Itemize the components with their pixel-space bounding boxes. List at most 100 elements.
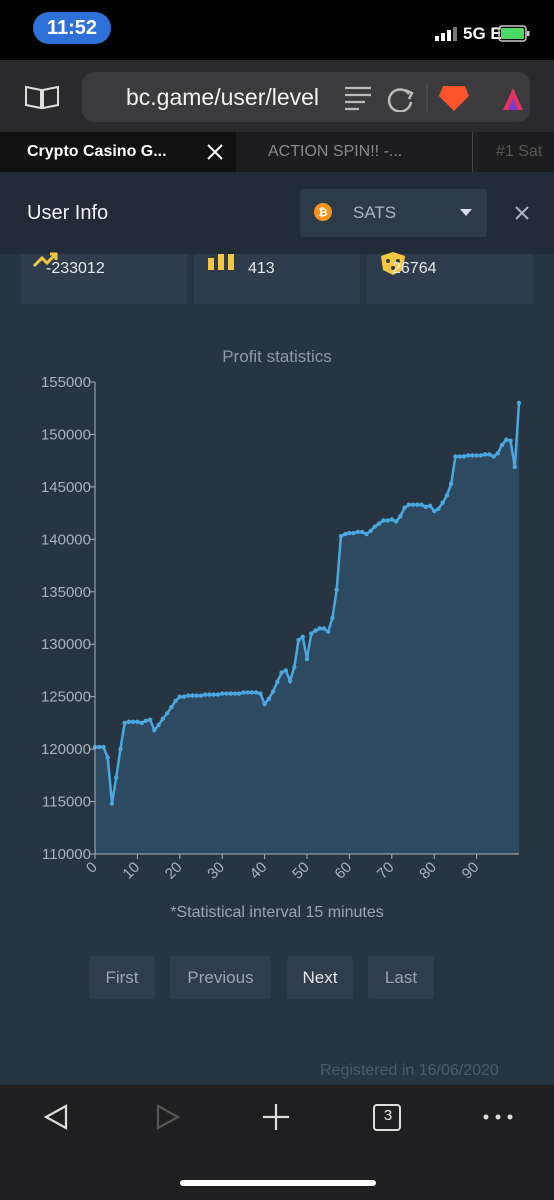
tab[interactable] <box>0 132 236 172</box>
point <box>436 506 441 512</box>
stat-icon <box>381 252 405 275</box>
point <box>147 717 153 722</box>
point <box>164 711 170 716</box>
point <box>236 691 242 696</box>
point <box>160 716 166 721</box>
point <box>126 719 132 725</box>
y-tick-label: 140000 <box>41 531 91 548</box>
y-tick-label: 155000 <box>41 374 91 391</box>
point <box>156 722 161 728</box>
tab-title[interactable]: Crypto Casino G... <box>27 143 167 160</box>
point <box>309 631 314 636</box>
point <box>508 438 513 443</box>
x-tick-label: 20 <box>162 859 186 883</box>
point <box>495 451 500 456</box>
y-tick-label: 125000 <box>41 689 91 706</box>
point <box>215 692 221 697</box>
point <box>389 517 394 522</box>
point <box>118 746 123 752</box>
close-tab-icon[interactable] <box>206 143 224 161</box>
point <box>313 628 318 633</box>
y-tick-label: 110000 <box>42 846 91 863</box>
modal-title: User Info <box>27 202 109 224</box>
point <box>334 587 339 592</box>
x-tick-label: 0 <box>83 859 101 877</box>
point <box>152 728 157 733</box>
point <box>249 690 255 695</box>
point <box>342 531 348 537</box>
point <box>423 504 428 510</box>
point <box>101 744 106 750</box>
stat-icon <box>32 252 58 268</box>
point <box>516 400 522 406</box>
point <box>253 690 259 695</box>
y-tick-label: 115000 <box>42 794 91 811</box>
point <box>241 690 246 695</box>
point <box>419 502 424 507</box>
point <box>321 626 327 631</box>
point <box>245 690 250 695</box>
x-tick-label: 80 <box>416 859 440 883</box>
point <box>262 701 267 707</box>
x-tick-label: 50 <box>289 859 313 883</box>
point <box>355 529 361 535</box>
stat-value: 26764 <box>392 260 437 277</box>
point <box>130 719 136 725</box>
point <box>177 694 182 699</box>
dropdown-caret[interactable] <box>459 208 473 218</box>
point <box>97 744 102 750</box>
x-tick-label: 60 <box>331 859 355 883</box>
point <box>465 453 471 458</box>
point <box>385 518 390 523</box>
point <box>457 454 462 459</box>
previous-button[interactable]: Previous <box>170 956 271 999</box>
point <box>300 634 305 640</box>
point <box>198 693 204 698</box>
point <box>368 528 373 534</box>
svg-text:₿: ₿ <box>319 207 328 219</box>
x-tick-label: 30 <box>204 859 228 883</box>
area <box>95 403 519 854</box>
point <box>275 679 280 685</box>
close-icon[interactable] <box>514 205 530 221</box>
point <box>203 692 208 697</box>
chart-title: Profit statistics <box>222 347 332 366</box>
point <box>270 689 276 694</box>
point <box>453 454 458 459</box>
point <box>266 696 272 701</box>
point <box>381 518 386 523</box>
tab-title[interactable]: #1 Sat <box>496 143 543 160</box>
point <box>499 442 505 448</box>
last-button[interactable]: Last <box>368 956 434 999</box>
point <box>359 529 365 535</box>
point <box>279 670 284 675</box>
point <box>122 720 127 726</box>
point <box>512 464 517 470</box>
bookmarks-icon[interactable] <box>24 83 60 111</box>
point <box>181 694 187 699</box>
first-button[interactable]: First <box>89 956 155 999</box>
currency-name[interactable]: SATS <box>353 203 397 222</box>
point <box>169 704 174 710</box>
stat-value: -233012 <box>46 260 105 277</box>
next-button[interactable]: Next <box>287 956 353 999</box>
tab-title[interactable]: ACTION SPIN!! -... <box>268 143 403 160</box>
network: 5G E <box>463 24 502 43</box>
tab-divider <box>472 132 473 172</box>
point <box>415 502 420 507</box>
point <box>287 678 293 684</box>
point <box>190 693 195 698</box>
point <box>330 615 335 621</box>
tab-count[interactable]: 3 <box>383 1107 393 1124</box>
point <box>474 453 479 458</box>
point <box>393 519 399 524</box>
point <box>232 691 238 696</box>
toolbar-icons[interactable] <box>0 1095 554 1145</box>
point <box>186 693 191 698</box>
point <box>143 718 149 723</box>
url[interactable]: bc.game/user/level <box>126 84 320 110</box>
point <box>364 531 369 537</box>
point <box>292 665 297 670</box>
point <box>478 453 484 458</box>
